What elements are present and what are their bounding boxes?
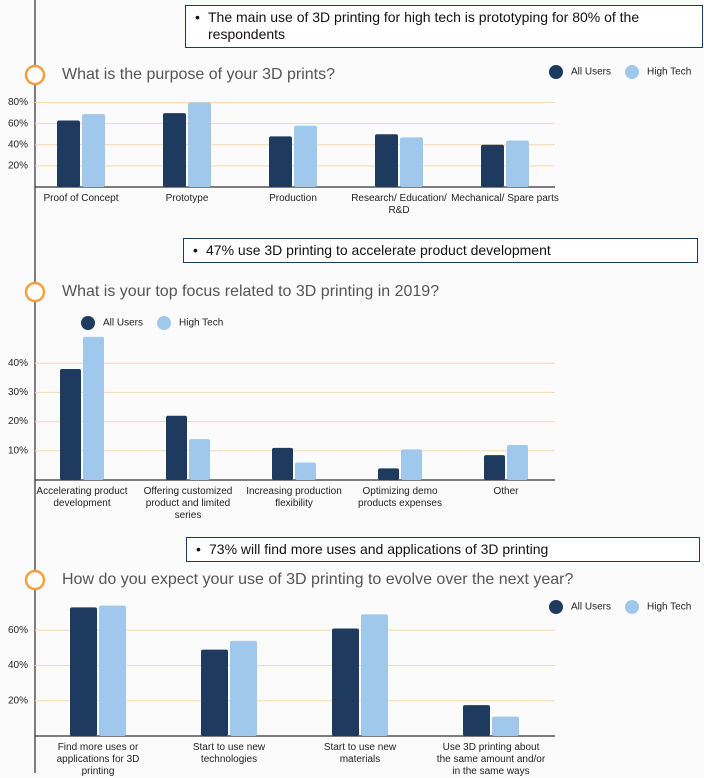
y-tick-label: 40%: [8, 660, 28, 671]
bar: [83, 336, 104, 480]
chart-title: What is your top focus related to 3D pri…: [62, 283, 439, 300]
bar: [375, 134, 398, 187]
bar: [230, 640, 257, 736]
bar: [269, 136, 292, 187]
x-tick-label: Production: [269, 193, 317, 204]
y-tick-label: 10%: [8, 445, 28, 456]
legend-swatch: [81, 316, 95, 330]
callout: 47% use 3D printing to accelerate produc…: [183, 238, 698, 263]
bar: [361, 614, 388, 736]
legend-swatch: [625, 65, 639, 79]
bar: [189, 439, 210, 480]
title-marker: [24, 281, 46, 303]
title-marker: [24, 569, 46, 591]
x-tick-label: Accelerating product development: [36, 486, 128, 509]
x-tick-label: Offering customized product and limited …: [143, 486, 233, 521]
callout: The main use of 3D printing for high tec…: [185, 5, 703, 48]
bar: [82, 114, 105, 187]
legend-swatch: [157, 316, 171, 330]
y-tick-label: 20%: [8, 416, 28, 427]
callout: 73% will find more uses and applications…: [186, 537, 700, 562]
x-tick-label: Find more uses or applications for 3D pr…: [56, 742, 140, 777]
bar: [492, 716, 519, 736]
chart-title: What is the purpose of your 3D prints?: [62, 66, 335, 83]
bar: [166, 415, 187, 480]
bar: [294, 125, 317, 187]
title-marker: [24, 64, 46, 86]
x-tick-label: Start to use new materials: [323, 742, 397, 765]
legend-label: High Tech: [647, 602, 691, 613]
x-tick-label: Proof of Concept: [43, 193, 119, 204]
bar: [295, 462, 316, 480]
x-tick-label: Increasing production flexibility: [246, 486, 342, 509]
bar: [70, 607, 97, 736]
x-tick-label: Research/ Education/ R&D: [351, 193, 447, 216]
y-tick-label: 60%: [8, 118, 28, 129]
bar: [57, 120, 80, 187]
bar: [99, 605, 126, 736]
legend-label: High Tech: [179, 318, 223, 329]
y-tick-label: 80%: [8, 97, 28, 108]
y-tick-label: 20%: [8, 695, 28, 706]
legend-label: All Users: [571, 67, 611, 78]
bar: [378, 468, 399, 480]
x-tick-label: Mechanical/ Spare parts: [451, 193, 559, 204]
legend-swatch: [625, 600, 639, 614]
bar: [400, 137, 423, 187]
y-tick-label: 20%: [8, 161, 28, 172]
bar: [507, 444, 528, 480]
chart-title: How do you expect your use of 3D printin…: [62, 571, 574, 588]
legend-label: All Users: [571, 602, 611, 613]
bar: [484, 455, 505, 480]
bar: [60, 369, 81, 480]
bar: [463, 705, 490, 736]
y-tick-label: 30%: [8, 387, 28, 398]
bar: [163, 113, 186, 187]
bar: [272, 447, 293, 480]
bar: [481, 144, 504, 187]
bar: [332, 628, 359, 736]
bar: [201, 649, 228, 736]
x-tick-label: Optimizing demo products expenses: [358, 486, 442, 509]
legend-swatch: [549, 65, 563, 79]
y-tick-label: 40%: [8, 358, 28, 369]
bar: [401, 449, 422, 480]
x-tick-label: Other: [493, 486, 519, 497]
x-tick-label: Prototype: [165, 193, 209, 204]
legend-swatch: [549, 600, 563, 614]
x-tick-label: Start to use new technologies: [192, 742, 266, 765]
bar: [188, 102, 211, 187]
y-tick-label: 40%: [8, 139, 28, 150]
bar: [506, 140, 529, 187]
x-tick-label: Use 3D printing about the same amount an…: [436, 742, 546, 777]
legend-label: All Users: [103, 318, 143, 329]
legend-label: High Tech: [647, 67, 691, 78]
y-tick-label: 60%: [8, 625, 28, 636]
